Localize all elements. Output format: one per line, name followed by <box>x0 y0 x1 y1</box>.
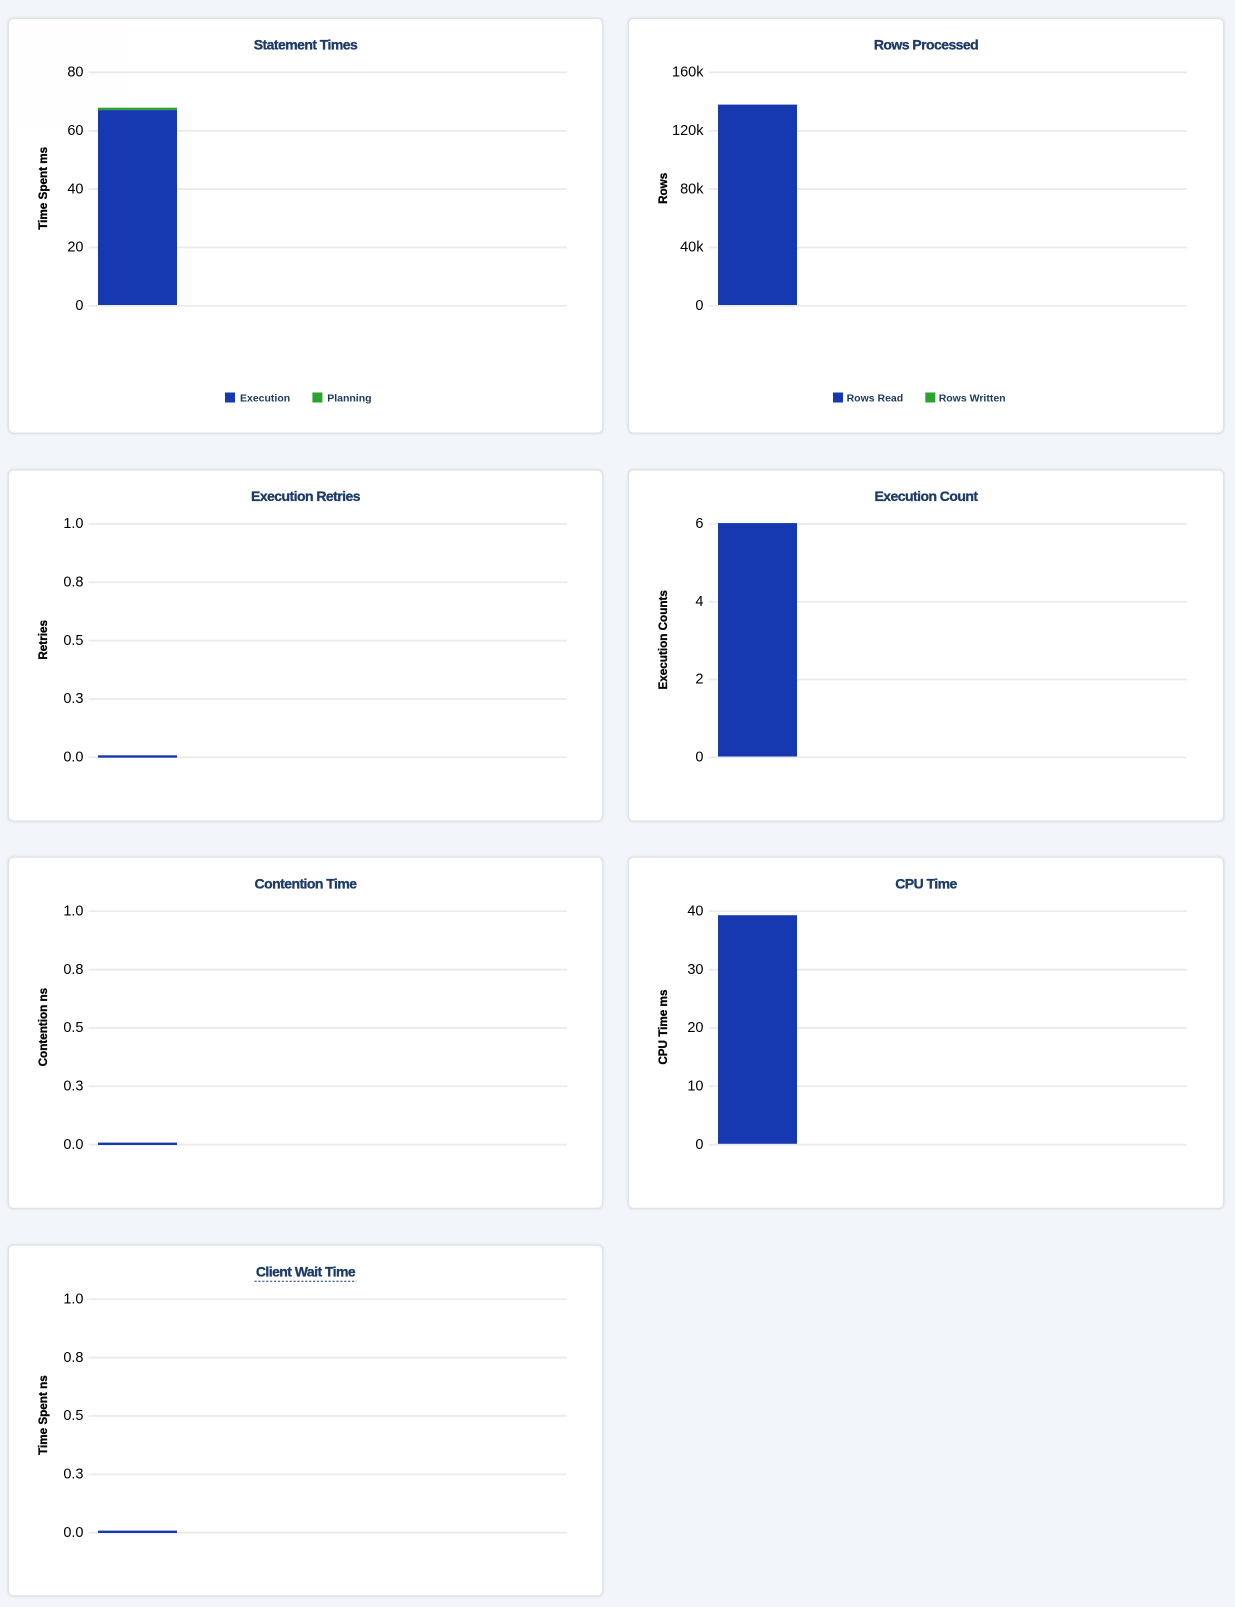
svg-text:1.0: 1.0 <box>63 903 83 919</box>
svg-text:0.0: 0.0 <box>63 1137 83 1153</box>
svg-text:CPU Time: CPU Time <box>895 875 957 891</box>
svg-text:0.3: 0.3 <box>63 691 83 707</box>
svg-text:60: 60 <box>67 123 83 139</box>
svg-text:40: 40 <box>67 181 83 197</box>
svg-text:0.8: 0.8 <box>63 1350 83 1366</box>
svg-text:Contention ns: Contention ns <box>37 987 50 1066</box>
svg-text:30: 30 <box>687 962 703 978</box>
svg-text:Client Wait Time: Client Wait Time <box>256 1263 356 1279</box>
svg-text:Rows Written: Rows Written <box>939 393 1006 405</box>
svg-text:20: 20 <box>687 1020 703 1036</box>
svg-text:0.5: 0.5 <box>63 1020 83 1036</box>
svg-text:Time Spent ms: Time Spent ms <box>37 146 50 229</box>
svg-text:CPU Time ms: CPU Time ms <box>657 989 670 1065</box>
svg-text:Rows: Rows <box>657 172 670 204</box>
svg-text:Contention Time: Contention Time <box>255 875 358 891</box>
svg-text:Retries: Retries <box>37 619 50 659</box>
svg-text:0.5: 0.5 <box>63 633 83 649</box>
svg-text:1.0: 1.0 <box>63 516 83 532</box>
svg-text:40: 40 <box>687 903 703 919</box>
svg-text:Planning: Planning <box>327 393 371 405</box>
svg-text:0.0: 0.0 <box>63 1525 83 1541</box>
svg-text:Rows Read: Rows Read <box>847 393 904 405</box>
svg-text:Execution: Execution <box>240 393 290 405</box>
svg-text:4: 4 <box>695 594 703 610</box>
svg-text:Rows Processed: Rows Processed <box>874 37 978 53</box>
svg-text:80k: 80k <box>680 181 704 197</box>
svg-text:0: 0 <box>695 750 703 766</box>
svg-text:0.0: 0.0 <box>63 750 83 766</box>
svg-text:0.3: 0.3 <box>63 1467 83 1483</box>
svg-text:160k: 160k <box>672 65 704 81</box>
svg-text:10: 10 <box>687 1079 703 1095</box>
svg-text:0: 0 <box>695 1137 703 1153</box>
svg-text:20: 20 <box>67 240 83 256</box>
svg-text:120k: 120k <box>672 123 704 139</box>
svg-text:0: 0 <box>75 298 83 314</box>
svg-text:Execution Counts: Execution Counts <box>657 590 670 690</box>
svg-text:Statement Times: Statement Times <box>254 37 358 53</box>
svg-text:Time Spent ns: Time Spent ns <box>37 1375 50 1455</box>
svg-text:0: 0 <box>695 298 703 314</box>
svg-text:Execution Retries: Execution Retries <box>251 488 361 504</box>
svg-text:0.3: 0.3 <box>63 1079 83 1095</box>
svg-text:0.8: 0.8 <box>63 962 83 978</box>
svg-text:0.5: 0.5 <box>63 1408 83 1424</box>
svg-text:6: 6 <box>695 516 703 532</box>
svg-text:Execution Count: Execution Count <box>875 488 979 504</box>
svg-text:2: 2 <box>695 672 703 688</box>
svg-text:80: 80 <box>67 65 83 81</box>
svg-text:40k: 40k <box>680 240 704 256</box>
svg-text:1.0: 1.0 <box>63 1291 83 1307</box>
svg-text:0.8: 0.8 <box>63 575 83 591</box>
